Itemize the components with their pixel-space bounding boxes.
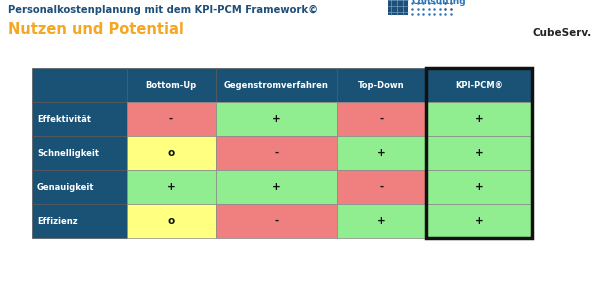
Text: +: + <box>475 114 483 124</box>
FancyBboxPatch shape <box>32 204 127 238</box>
FancyBboxPatch shape <box>32 170 127 204</box>
Text: -: - <box>380 114 384 124</box>
Text: Effektivität: Effektivität <box>37 115 91 124</box>
Text: o: o <box>167 148 175 158</box>
Text: Nutzen und Potential: Nutzen und Potential <box>8 22 184 37</box>
Text: o: o <box>167 216 175 226</box>
Text: +: + <box>272 182 281 192</box>
Text: -: - <box>274 148 278 158</box>
FancyBboxPatch shape <box>426 136 532 170</box>
FancyBboxPatch shape <box>426 102 532 136</box>
FancyBboxPatch shape <box>215 204 337 238</box>
Text: Gegenstromverfahren: Gegenstromverfahren <box>224 80 329 89</box>
FancyBboxPatch shape <box>426 204 532 238</box>
FancyBboxPatch shape <box>337 170 426 204</box>
Text: -: - <box>169 114 173 124</box>
Text: +: + <box>167 182 175 192</box>
Text: Consulting: Consulting <box>412 0 467 6</box>
FancyBboxPatch shape <box>426 170 532 204</box>
FancyBboxPatch shape <box>337 204 426 238</box>
FancyBboxPatch shape <box>32 136 127 170</box>
FancyBboxPatch shape <box>215 170 337 204</box>
Text: +: + <box>377 148 386 158</box>
FancyBboxPatch shape <box>215 102 337 136</box>
Text: Genauigkeit: Genauigkeit <box>37 182 95 191</box>
Text: KPI-PCM®: KPI-PCM® <box>455 80 503 89</box>
FancyBboxPatch shape <box>337 102 426 136</box>
FancyBboxPatch shape <box>215 68 337 102</box>
Text: +: + <box>377 216 386 226</box>
FancyBboxPatch shape <box>127 102 215 136</box>
FancyBboxPatch shape <box>127 170 215 204</box>
FancyBboxPatch shape <box>337 68 426 102</box>
Text: +: + <box>475 182 483 192</box>
FancyBboxPatch shape <box>127 136 215 170</box>
FancyBboxPatch shape <box>32 102 127 136</box>
Text: Top-Down: Top-Down <box>358 80 405 89</box>
Text: Bottom-Up: Bottom-Up <box>145 80 197 89</box>
Text: +: + <box>475 216 483 226</box>
Text: -: - <box>274 216 278 226</box>
FancyBboxPatch shape <box>215 136 337 170</box>
FancyBboxPatch shape <box>127 68 215 102</box>
Text: +: + <box>475 148 483 158</box>
Text: +: + <box>272 114 281 124</box>
Text: Schnelligkeit: Schnelligkeit <box>37 148 99 158</box>
Text: Personalkostenplanung mit dem KPI-PCM Framework©: Personalkostenplanung mit dem KPI-PCM Fr… <box>8 5 318 15</box>
Text: CubeServ.: CubeServ. <box>533 28 592 38</box>
Text: -: - <box>380 182 384 192</box>
FancyBboxPatch shape <box>32 68 127 102</box>
FancyBboxPatch shape <box>337 136 426 170</box>
FancyBboxPatch shape <box>388 0 408 15</box>
FancyBboxPatch shape <box>426 68 532 102</box>
Text: Effizienz: Effizienz <box>37 217 77 226</box>
FancyBboxPatch shape <box>127 204 215 238</box>
